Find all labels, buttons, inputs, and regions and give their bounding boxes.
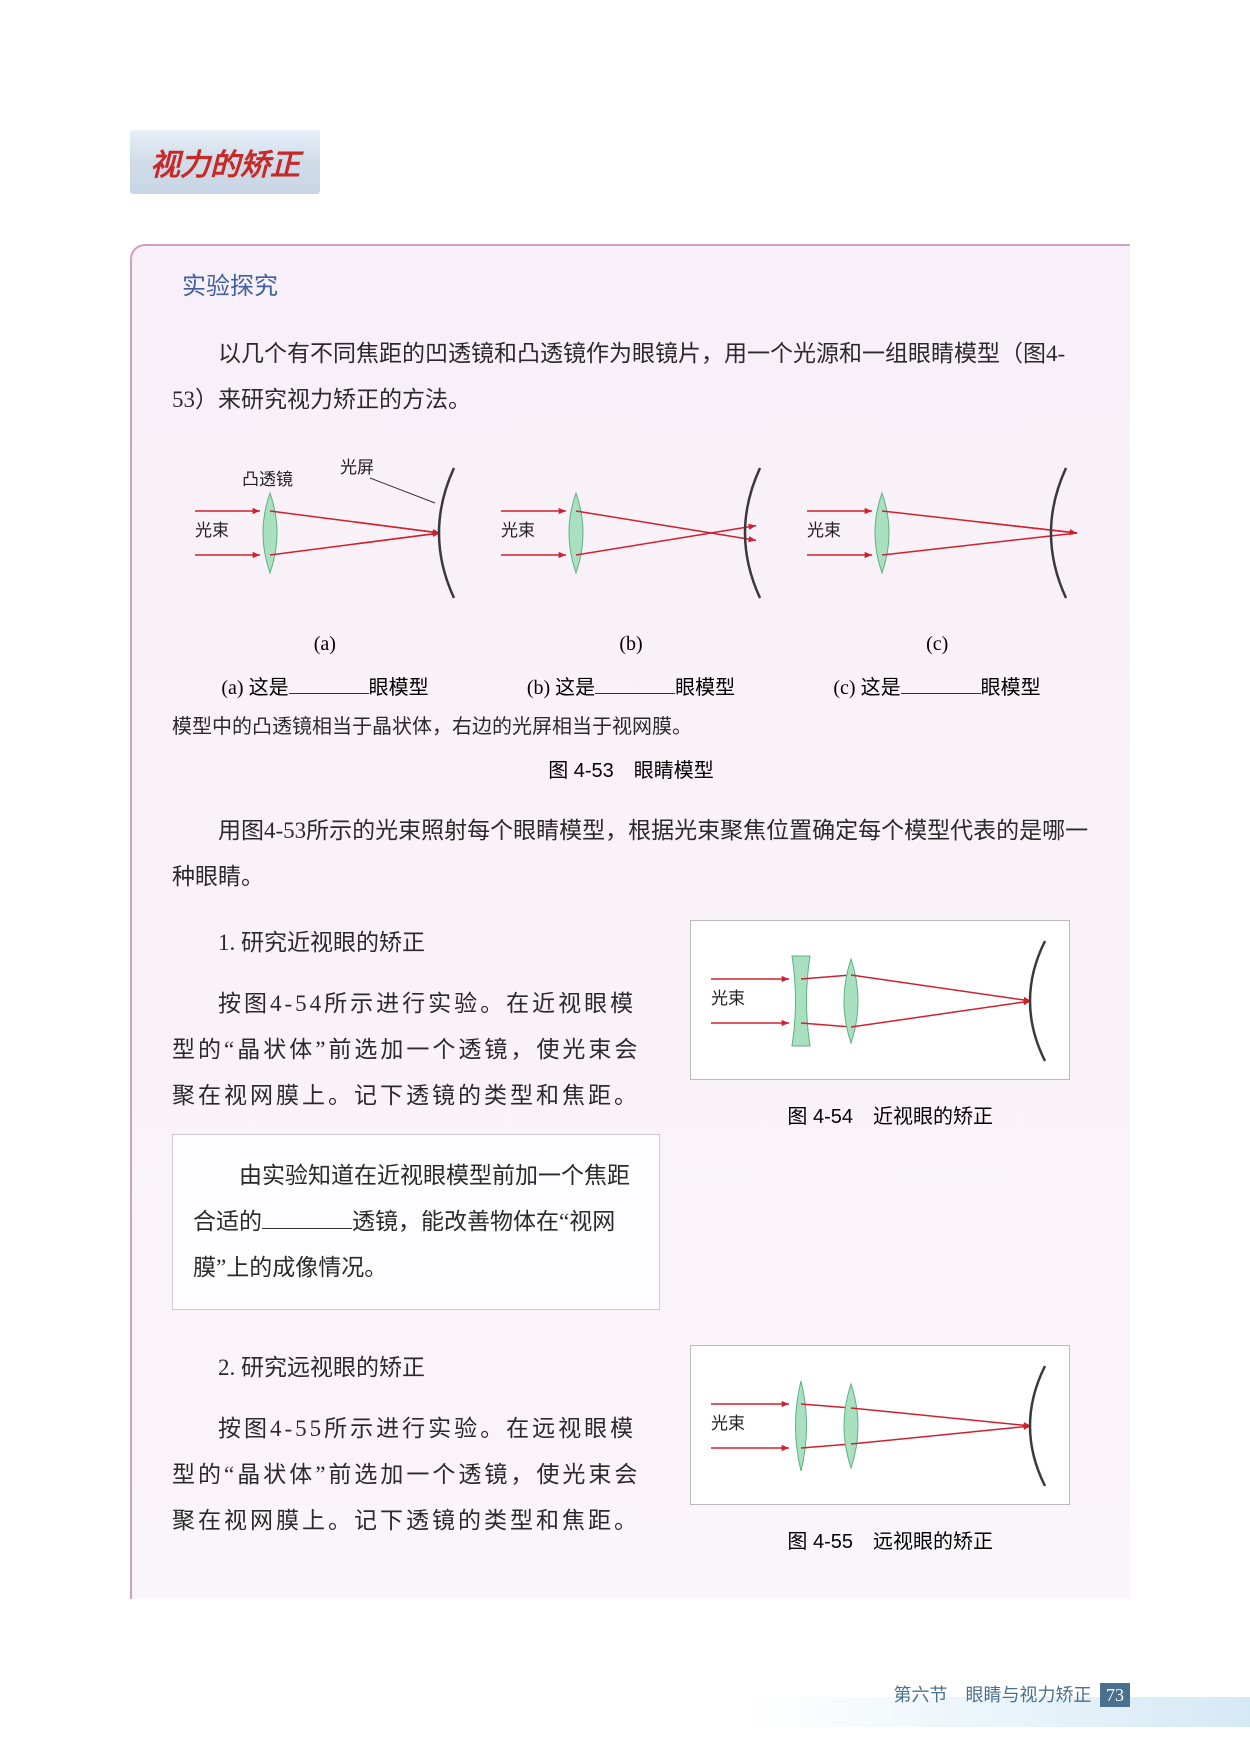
fill-c-post: 眼模型	[981, 677, 1041, 699]
page-number: 73	[1100, 1683, 1130, 1707]
fig53-fill-row: (a) 这是 眼模型 (b) 这是 眼模型 (c) 这是 眼模型	[172, 671, 1090, 700]
fig53-caption: 图 4-53 眼睛模型	[172, 754, 1090, 783]
fig53-note: 模型中的凸透镜相当于晶状体，右边的光屏相当于视网膜。	[172, 710, 1090, 739]
intro-text: 以几个有不同焦距的凹透镜和凸透镜作为眼镜片，用一个光源和一组眼睛模型（图4-53…	[172, 331, 1090, 423]
svg-text:光屏: 光屏	[340, 458, 374, 477]
fill-c-pre: (c) 这是	[833, 677, 900, 699]
fig53-sub-b: (b)	[619, 633, 642, 656]
conclusion-box-1: 由实验知道在近视眼模型前加一个焦距合适的透镜，能改善物体在“视网膜”上的成像情况…	[172, 1134, 660, 1310]
fig54-diagram: 光束	[690, 920, 1070, 1080]
fig54-caption: 图 4-54 近视眼的矫正	[690, 1100, 1090, 1129]
fill-a-post: 眼模型	[369, 677, 429, 699]
footer-section: 第六节 眼睛与视力矫正	[894, 1685, 1092, 1705]
fig53-diagram-b: 光束	[486, 443, 776, 613]
svg-text:光束: 光束	[501, 521, 535, 540]
svg-text:光束: 光束	[807, 521, 841, 540]
fig53-sub-a: (a)	[314, 633, 336, 656]
fig55-caption: 图 4-55 远视眼的矫正	[690, 1525, 1090, 1554]
part1-row: 1. 研究近视眼的矫正 按图4-54所示进行实验。在近视眼模型的“晶状体”前选加…	[172, 920, 1090, 1325]
experiment-box: 实验探究 以几个有不同焦距的凹透镜和凸透镜作为眼镜片，用一个光源和一组眼睛模型（…	[130, 244, 1130, 1599]
section-title-banner: 视力的矫正	[130, 130, 320, 194]
blank-c[interactable]	[901, 674, 981, 694]
blank-concl1[interactable]	[262, 1206, 352, 1229]
part2-row: 2. 研究远视眼的矫正 按图4-55所示进行实验。在远视眼模型的“晶状体”前选加…	[172, 1345, 1090, 1559]
blank-b[interactable]	[595, 674, 675, 694]
part1-heading: 1. 研究近视眼的矫正	[172, 920, 660, 966]
fig53-sub-c: (c)	[926, 633, 948, 656]
page-footer: 第六节 眼睛与视力矫正 73	[894, 1681, 1131, 1707]
svg-text:光束: 光束	[711, 989, 745, 1008]
fig53-diagram-c: 光束	[792, 443, 1082, 613]
fill-a-pre: (a) 这是	[221, 677, 288, 699]
svg-text:光束: 光束	[195, 521, 229, 540]
svg-text:光束: 光束	[711, 1414, 745, 1433]
fig53-diagram-a: 光束 凸透镜 光屏	[180, 443, 470, 613]
fig53-sub-labels: (a) (b) (c)	[172, 633, 1090, 656]
experiment-label: 实验探究	[172, 266, 1090, 301]
part2-heading: 2. 研究远视眼的矫正	[172, 1345, 660, 1391]
blank-a[interactable]	[289, 674, 369, 694]
part2-body: 按图4-55所示进行实验。在远视眼模型的“晶状体”前选加一个透镜，使光束会聚在视…	[172, 1406, 660, 1544]
section-title: 视力的矫正	[150, 149, 300, 182]
fill-b-post: 眼模型	[675, 677, 735, 699]
fill-b-pre: (b) 这是	[527, 677, 595, 699]
fig53-row: 光束 凸透镜 光屏 光束 光束	[172, 443, 1090, 613]
svg-text:凸透镜: 凸透镜	[242, 470, 293, 489]
part1-body: 按图4-54所示进行实验。在近视眼模型的“晶状体”前选加一个透镜，使光束会聚在视…	[172, 981, 660, 1119]
fig55-diagram: 光束	[690, 1345, 1070, 1505]
text-after-53: 用图4-53所示的光束照射每个眼睛模型，根据光束聚焦位置确定每个模型代表的是哪一…	[172, 808, 1090, 900]
